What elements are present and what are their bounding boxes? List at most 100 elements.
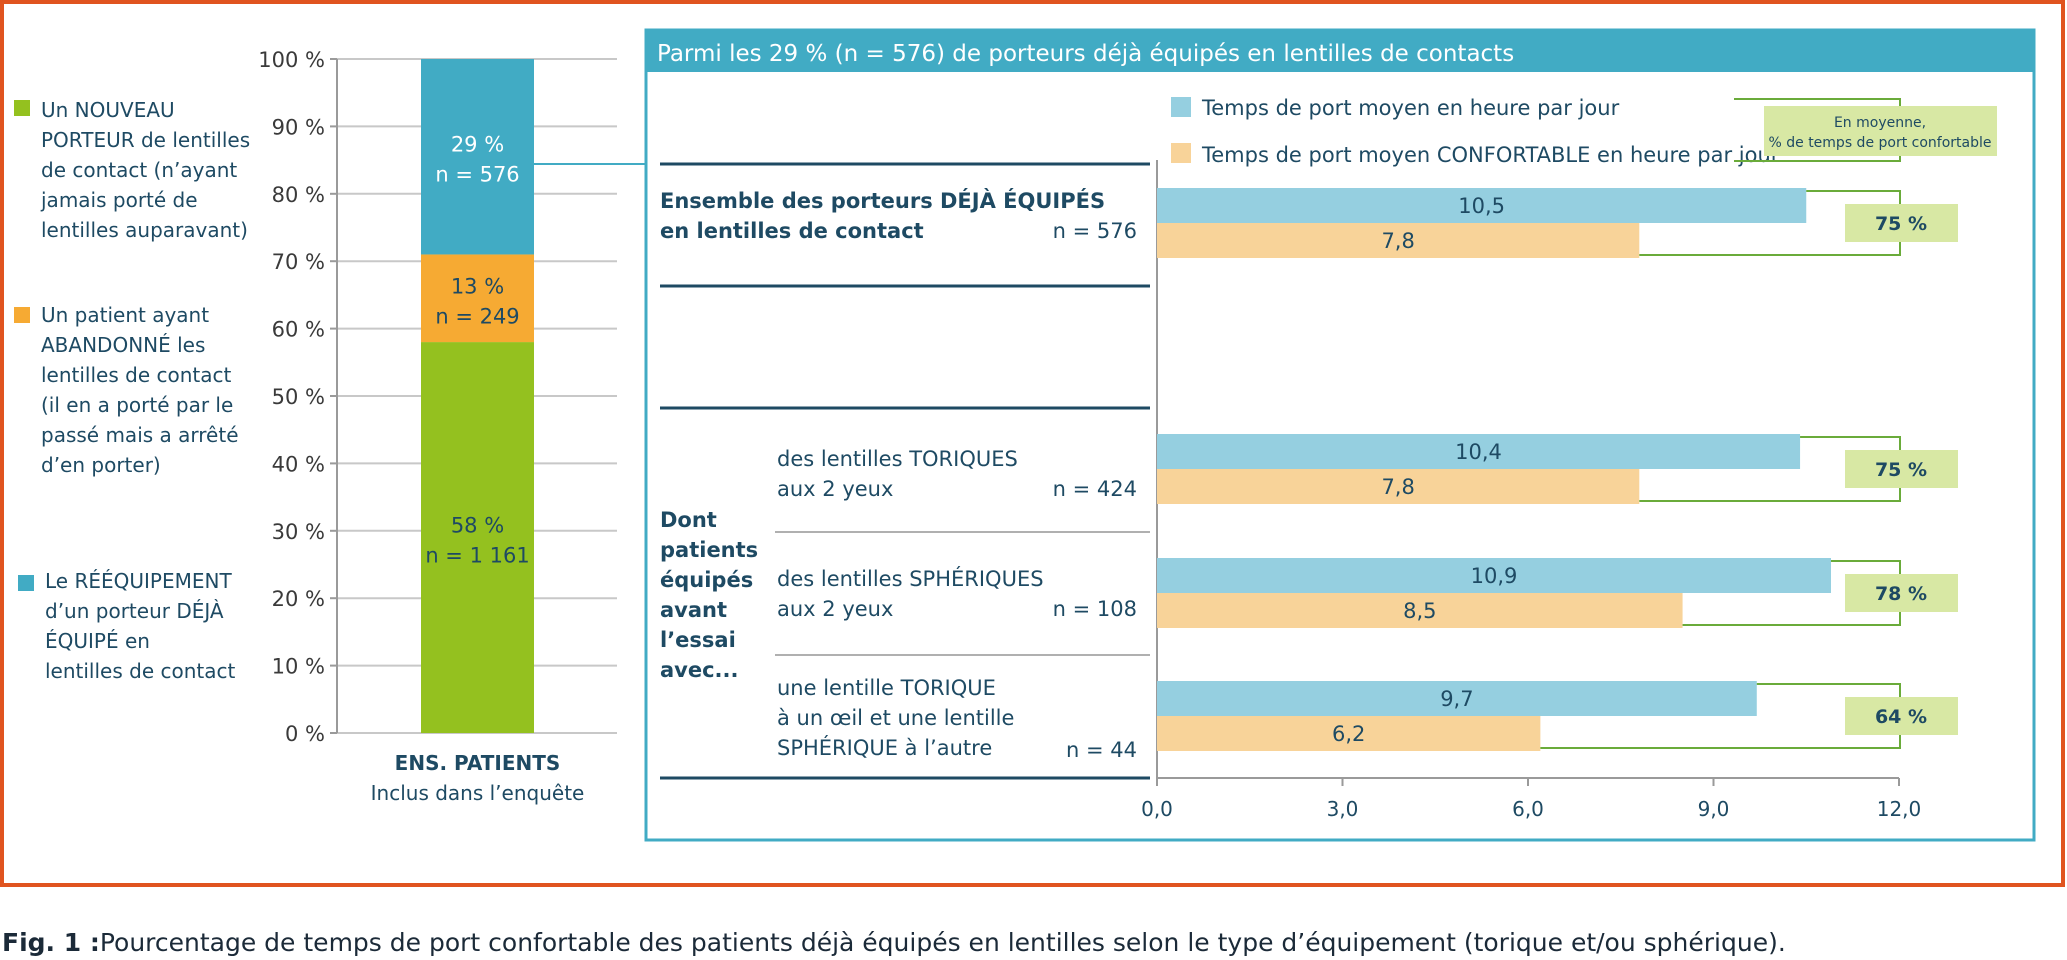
legend-label-line: ÉQUIPÉ en	[45, 629, 150, 653]
bar-comfort-label: 7,8	[1381, 475, 1414, 499]
bar-comfort-1	[1157, 469, 1640, 504]
hbar-x-tick-label: 6,0	[1512, 797, 1544, 821]
stack-segment-pct: 29 %	[451, 133, 504, 157]
legend-label-line: d’en porter)	[41, 453, 161, 477]
pct-badge-label: 75 %	[1875, 213, 1927, 235]
legend-label-line: lentilles auparavant)	[41, 218, 248, 242]
pct-badge	[1845, 574, 1958, 612]
bar-mean-1	[1157, 434, 1801, 469]
legend-label-line: Le RÉÉQUIPEMENT	[45, 569, 232, 593]
hbar-x-tick-label: 3,0	[1327, 797, 1359, 821]
hbar-x-tick-label: 0,0	[1141, 797, 1173, 821]
stack-y-tick-label: 10 %	[272, 655, 325, 679]
group-label-line: équipés	[660, 568, 753, 592]
legend-label-line: Un patient ayant	[41, 303, 209, 327]
legend-label-line: jamais porté de	[40, 188, 198, 212]
legend-label-line: passé mais a arrêté	[41, 423, 239, 447]
stack-y-tick-label: 30 %	[272, 520, 325, 544]
bar-comfort-label: 7,8	[1381, 229, 1414, 253]
legend-label-comfort: Temps de port moyen CONFORTABLE en heure…	[1201, 143, 1780, 167]
right-panel-header	[646, 30, 2034, 72]
legend-label-line: d’un porteur DÉJÀ	[45, 599, 224, 623]
row-n-label: n = 576	[1053, 219, 1137, 243]
row-label-line: des lentilles TORIQUES	[777, 447, 1018, 471]
stack-y-tick-label: 0 %	[285, 722, 325, 746]
bar-mean-label: 10,9	[1471, 564, 1518, 588]
figure-frame	[0, 0, 2065, 887]
legend-label-mean: Temps de port moyen en heure par jour	[1201, 96, 1620, 120]
legend-swatch	[18, 575, 34, 591]
stack-segment-n: n = 576	[435, 163, 519, 187]
stack-category-label: ENS. PATIENTS	[395, 751, 561, 775]
legend-label-line: Un NOUVEAU	[41, 98, 175, 122]
legend-swatch-mean	[1171, 97, 1191, 117]
legend-label-line: ABANDONNÉ les	[41, 333, 205, 357]
row-label-line: SPHÉRIQUE à l’autre	[777, 735, 992, 760]
stack-y-tick-label: 70 %	[272, 250, 325, 274]
stack-segment-1	[421, 254, 534, 343]
row-label-line: aux 2 yeux	[777, 477, 893, 501]
group-label-line: l’essai	[660, 628, 736, 652]
stack-y-tick-label: 40 %	[272, 452, 325, 476]
stack-y-tick-label: 60 %	[272, 318, 325, 342]
pct-badge	[1845, 450, 1958, 488]
pct-badge-label: 78 %	[1875, 583, 1927, 605]
pct-header-line: En moyenne,	[1834, 115, 1926, 131]
caption-text: Pourcentage de temps de port confortable…	[99, 928, 1786, 957]
legend-swatch	[14, 100, 30, 116]
pct-header-line: % de temps de port confortable	[1768, 135, 1991, 151]
legend-swatch	[14, 307, 30, 323]
stack-category-sublabel: Inclus dans l’enquête	[371, 781, 585, 805]
legend-label-line: de contact (n’ayant	[41, 158, 237, 182]
row-label-line: à un œil et une lentille	[777, 706, 1014, 730]
stack-segment-pct: 58 %	[451, 514, 504, 538]
bar-comfort-3	[1157, 716, 1541, 751]
stack-y-tick-label: 90 %	[272, 115, 325, 139]
bar-mean-label: 10,5	[1458, 194, 1505, 218]
stack-segment-0	[421, 342, 534, 733]
group-label-line: patients	[660, 538, 758, 562]
row-label-line: en lentilles de contact	[660, 219, 924, 243]
hbar-x-tick-label: 12,0	[1877, 797, 1922, 821]
row-n-label: n = 108	[1053, 597, 1137, 621]
row-label-line: Ensemble des porteurs DÉJÀ ÉQUIPÉS	[660, 188, 1105, 213]
pct-badge-label: 75 %	[1875, 459, 1927, 481]
pct-badge	[1845, 204, 1958, 242]
legend-label-line: lentilles de contact	[41, 363, 231, 387]
stack-y-tick-label: 20 %	[272, 587, 325, 611]
bar-mean-0	[1157, 188, 1807, 223]
legend-label-line: (il en a porté par le	[41, 393, 233, 417]
bar-comfort-0	[1157, 223, 1640, 258]
row-label-line: aux 2 yeux	[777, 597, 893, 621]
pct-badge	[1845, 697, 1958, 735]
figure-caption: Fig. 1 :Pourcentage de temps de port con…	[2, 928, 1786, 957]
group-label-line: Dont	[660, 508, 717, 532]
stack-y-tick-label: 100 %	[258, 48, 325, 72]
bar-mean-3	[1157, 681, 1757, 716]
pct-header-badge	[1764, 106, 1997, 156]
bar-comfort-label: 6,2	[1332, 722, 1365, 746]
group-label-line: avant	[660, 598, 727, 622]
stack-y-tick-label: 50 %	[272, 385, 325, 409]
legend-label-line: PORTEUR de lentilles	[41, 128, 250, 152]
legend-swatch-comfort	[1171, 143, 1191, 163]
row-n-label: n = 44	[1066, 738, 1137, 762]
bar-mean-2	[1157, 558, 1831, 593]
group-label-line: avec...	[660, 658, 738, 682]
stack-segment-n: n = 249	[435, 304, 519, 328]
bar-comfort-2	[1157, 593, 1683, 628]
row-label-line: des lentilles SPHÉRIQUES	[777, 566, 1044, 591]
bar-mean-label: 9,7	[1440, 687, 1473, 711]
hbar-x-tick-label: 9,0	[1698, 797, 1730, 821]
row-n-label: n = 424	[1053, 477, 1137, 501]
bar-comfort-label: 8,5	[1403, 599, 1436, 623]
stack-segment-2	[421, 59, 534, 255]
pct-badge-label: 64 %	[1875, 706, 1927, 728]
bar-mean-label: 10,4	[1455, 440, 1502, 464]
legend-label-line: lentilles de contact	[45, 659, 235, 683]
stack-y-tick-label: 80 %	[272, 183, 325, 207]
row-label-line: une lentille TORIQUE	[777, 676, 996, 700]
right-panel-title: Parmi les 29 % (n = 576) de porteurs déj…	[657, 41, 1514, 67]
stack-segment-n: n = 1 161	[425, 544, 529, 568]
